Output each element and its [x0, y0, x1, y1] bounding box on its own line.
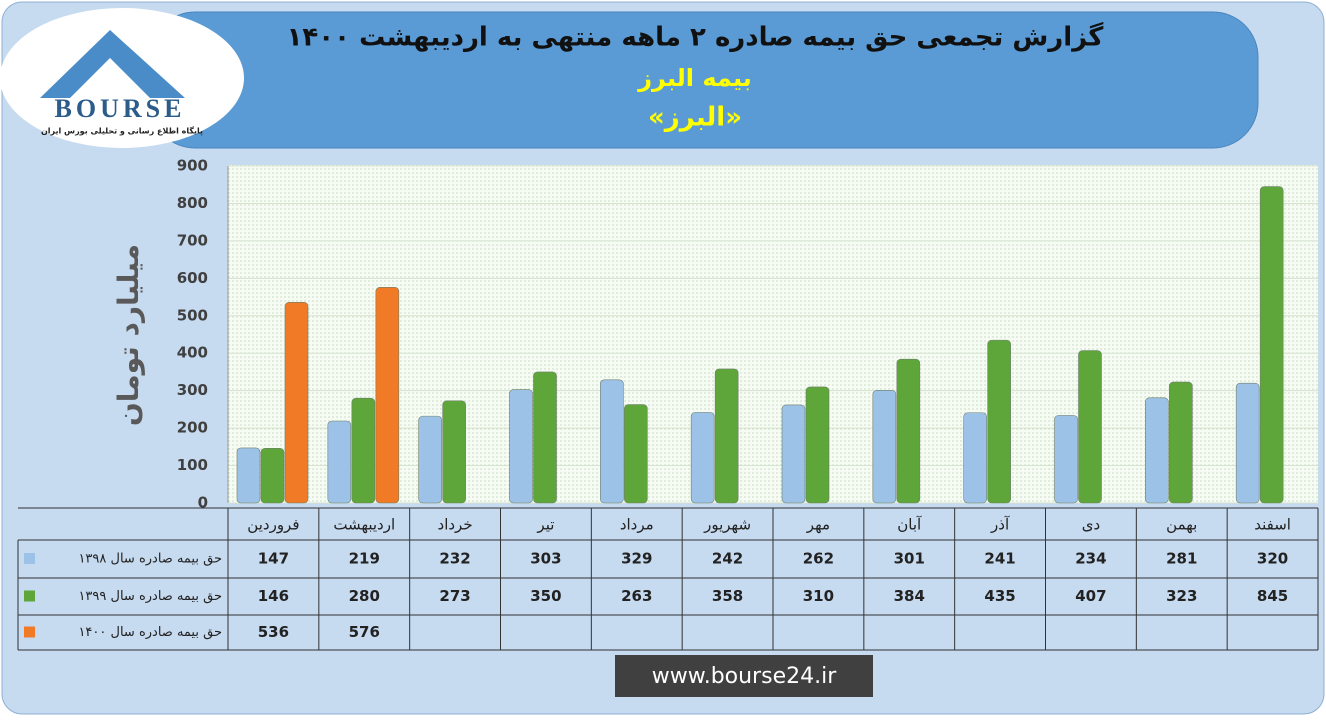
table-value: 280	[349, 587, 380, 605]
table-value: 234	[1075, 550, 1106, 568]
x-tick-label: مرداد	[620, 516, 654, 534]
table-value: 273	[439, 587, 470, 605]
x-tick-label: فروردین	[247, 516, 299, 534]
table-value: 358	[712, 587, 743, 605]
bar	[805, 386, 830, 504]
bar	[284, 301, 309, 504]
bar	[533, 371, 557, 504]
bar	[418, 415, 442, 504]
y-tick-label: 100	[177, 456, 208, 474]
x-tick-label: دی	[1082, 516, 1100, 534]
symbol: «البرز»	[648, 103, 742, 133]
table-value: 329	[621, 550, 652, 568]
bar	[896, 358, 921, 504]
table-value: 323	[1166, 587, 1197, 605]
bar	[351, 397, 376, 504]
x-tick-label: بهمن	[1166, 516, 1197, 534]
table-value: 303	[530, 550, 561, 568]
table-value: 320	[1257, 550, 1288, 568]
bar	[236, 447, 261, 504]
bar	[714, 368, 739, 504]
bar	[987, 339, 1011, 504]
x-tick-label: آبان	[897, 516, 922, 534]
bar	[1145, 397, 1169, 504]
y-tick-label: 600	[177, 269, 208, 287]
table-value: 435	[984, 587, 1015, 605]
table-value: 845	[1257, 587, 1288, 605]
table-value: 263	[621, 587, 652, 605]
y-tick-label: 700	[177, 231, 208, 249]
table-value: 147	[258, 550, 289, 568]
table-value: 384	[894, 587, 925, 605]
table-value: 242	[712, 550, 743, 568]
x-tick-label: خرداد	[438, 516, 473, 534]
plot-area	[228, 165, 1318, 503]
bar	[1259, 186, 1284, 504]
table-value: 310	[803, 587, 834, 605]
logo-text: BOURSE	[55, 94, 186, 123]
bar	[963, 412, 987, 504]
y-tick-label: 0	[198, 494, 208, 512]
bar	[1235, 382, 1260, 504]
y-tick-label: 400	[177, 344, 208, 362]
table-value: 232	[439, 550, 470, 568]
legend-label: حق بیمه صادره سال ۱۳۹۹	[78, 589, 222, 604]
y-tick-label: 900	[177, 157, 208, 175]
table-value: 262	[803, 550, 834, 568]
bar	[1054, 415, 1078, 504]
y-tick-label: 300	[177, 381, 208, 399]
logo-caption: پایگاه اطلاع رسانی و تحلیلی بورس ایران	[41, 126, 203, 137]
y-tick-label: 800	[177, 194, 208, 212]
x-tick-label: آذر	[990, 516, 1010, 534]
legend-label: حق بیمه صادره سال ۱۴۰۰	[78, 625, 222, 640]
bar	[600, 379, 624, 504]
chart-title: گزارش تجمعی حق بیمه صادره ۲ ماهه منتهی ب…	[287, 22, 1105, 53]
x-tick-label: مهر	[806, 516, 830, 534]
x-tick-label: تیر	[536, 516, 554, 534]
bar	[1169, 381, 1193, 504]
table-value: 536	[258, 623, 289, 641]
x-tick-label: اردیبهشت	[333, 516, 395, 534]
table-value: 301	[894, 550, 925, 568]
website-box	[615, 655, 873, 697]
chart-subtitle: بیمه البرز	[637, 64, 752, 92]
legend-swatch	[24, 553, 35, 564]
y-tick-label: 200	[177, 419, 208, 437]
logo-icon	[70, 58, 150, 98]
bar	[1078, 350, 1102, 504]
y-axis-label: میلیارد تومان	[112, 244, 145, 426]
table-value: 350	[530, 587, 561, 605]
table-value: 576	[349, 623, 380, 641]
bar	[260, 448, 285, 504]
table-value: 407	[1075, 587, 1106, 605]
bar	[442, 400, 466, 504]
legend-swatch	[24, 590, 35, 602]
legend-label: حق بیمه صادره سال ۱۳۹۸	[78, 552, 222, 567]
x-tick-label: اسفند	[1254, 516, 1291, 534]
website: www.bourse24.ir	[652, 664, 837, 689]
bar	[690, 412, 715, 504]
y-tick-label: 500	[177, 306, 208, 324]
bar	[509, 389, 533, 504]
legend-swatch	[24, 626, 35, 638]
table-value: 241	[984, 550, 1015, 568]
bar	[624, 404, 648, 504]
table-value: 146	[258, 587, 289, 605]
bar	[872, 389, 897, 504]
table-value: 219	[349, 550, 380, 568]
table-value: 281	[1166, 550, 1197, 568]
bar	[327, 420, 352, 504]
bar	[781, 404, 806, 504]
x-tick-label: شهریور	[703, 516, 751, 534]
bar	[375, 287, 400, 504]
